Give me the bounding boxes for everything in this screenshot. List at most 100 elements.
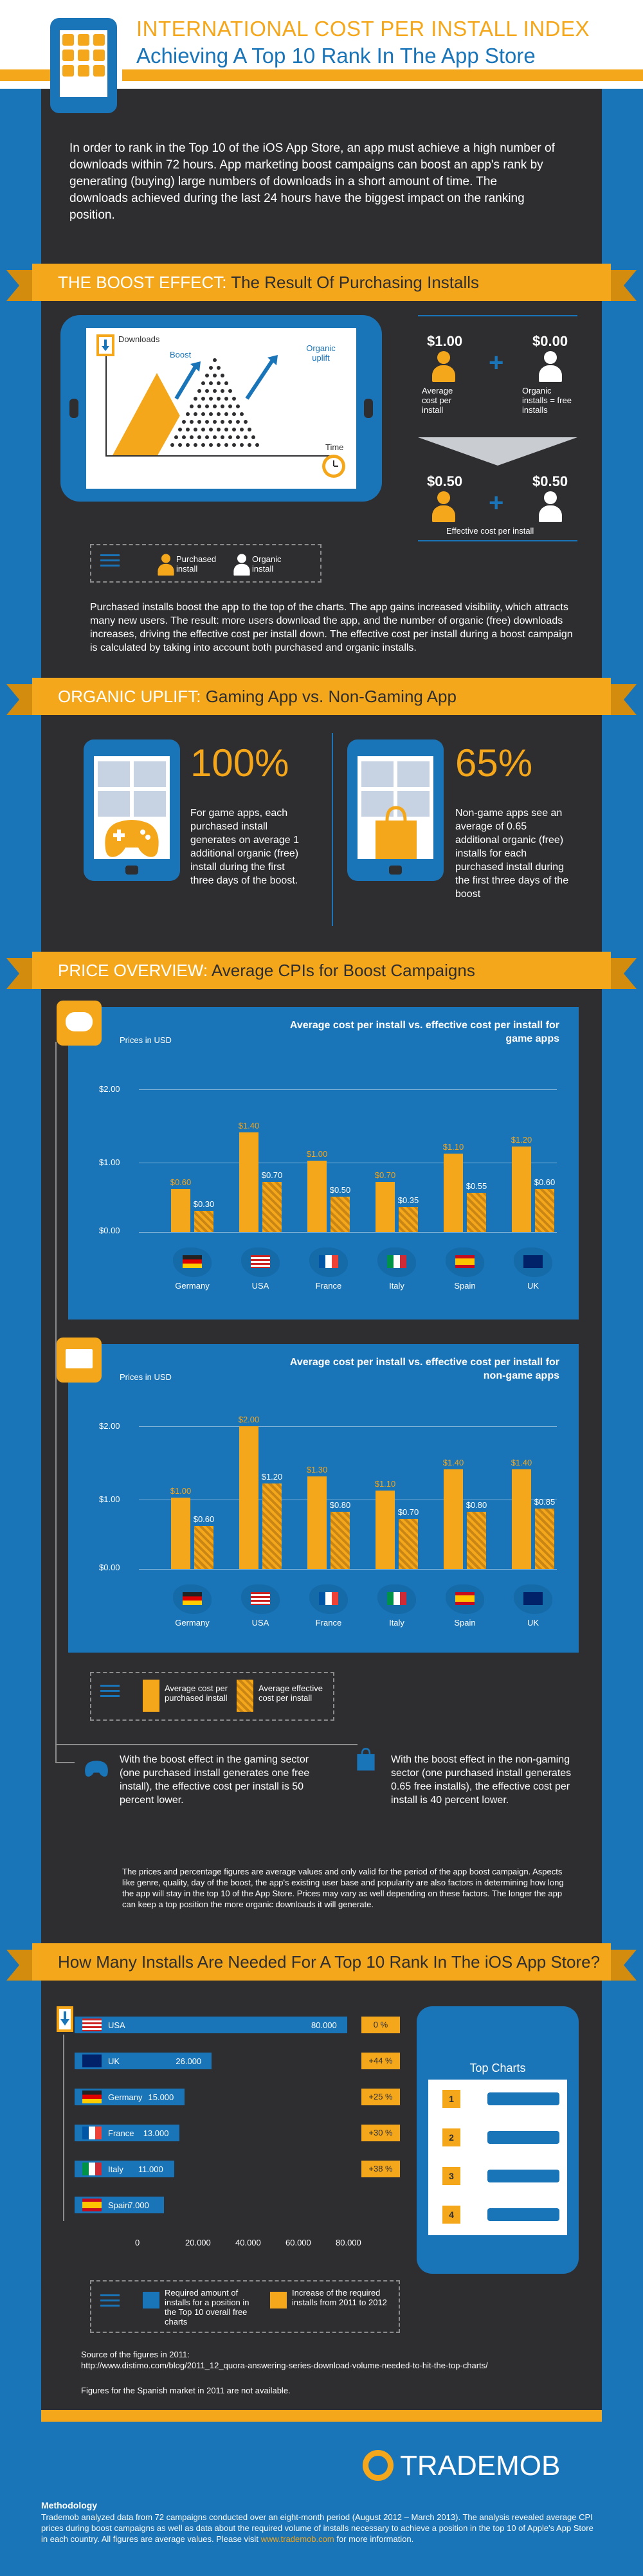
bar-germany-average — [171, 1498, 190, 1569]
connector-line-left-end — [55, 1762, 75, 1763]
installs-legend: Required amount of installs for a positi… — [90, 2280, 400, 2333]
bar-usa-average — [239, 1132, 258, 1232]
game-ytick-1: $1.00 — [99, 1157, 120, 1167]
bar-france-effective — [331, 1512, 350, 1569]
bar-label-france-average: $1.30 — [306, 1464, 328, 1474]
bar-uk-effective — [535, 1189, 554, 1232]
gamepad-icon — [105, 820, 159, 857]
bar-label-italy-average: $1.10 — [374, 1478, 396, 1489]
bar-france-average — [307, 1161, 327, 1232]
game-boost-note: With the boost effect in the gaming sect… — [120, 1754, 310, 1806]
cost-divider-bottom — [418, 540, 577, 541]
bar-italy-effective — [399, 1207, 418, 1232]
source-url[interactable]: http://www.distimo.com/blog/2011_12_quor… — [81, 2361, 488, 2370]
trademob-logo-icon — [363, 2450, 394, 2481]
nongame-chart-ylabel: Prices in USD — [120, 1372, 172, 1382]
eff-cost-label: Effective cost per install — [446, 526, 534, 536]
price-banner-em: PRICE OVERVIEW: — [58, 961, 208, 980]
flag-uk-icon — [523, 1592, 543, 1605]
footer: TRADEMOB Methodology Trademob analyzed d… — [0, 2410, 643, 2576]
installs-flag-spain-icon — [82, 2199, 102, 2211]
bar-france-average — [307, 1476, 327, 1569]
bag-small-icon — [357, 1748, 375, 1771]
boost-pyramid-chart — [96, 334, 345, 478]
game-phone — [84, 739, 180, 881]
bar-label-uk-effective: $0.60 — [534, 1177, 556, 1188]
installs-country-germany: Germany — [108, 2092, 143, 2102]
legend-eff-label: Average effective cost per install — [258, 1683, 323, 1703]
installs-value-spain: 7.000 — [128, 2200, 149, 2210]
organic-banner-rest: Gaming App vs. Non-Gaming App — [201, 687, 457, 706]
country-label-spain: Spain — [454, 1618, 476, 1628]
bar-spain-effective — [467, 1512, 486, 1569]
downloads-label: Downloads — [118, 334, 160, 344]
flag-italy-icon — [387, 1592, 406, 1605]
intro-text: In order to rank in the Top 10 of the iO… — [69, 141, 555, 222]
price-banner: PRICE OVERVIEW: Average CPIs for Boost C… — [6, 952, 637, 989]
price-paid: $1.00 — [427, 333, 463, 349]
nongame-ytick-2: $2.00 — [99, 1421, 120, 1431]
installs-bar-usa — [75, 2017, 347, 2033]
price-free: $0.00 — [532, 333, 568, 349]
installs-value-uk: 26.000 — [176, 2056, 202, 2066]
trademob-link[interactable]: www.trademob.com — [260, 2534, 334, 2544]
country-label-usa: USA — [251, 1618, 269, 1628]
installs-banner: How Many Installs Are Needed For A Top 1… — [6, 1943, 637, 1981]
game-chart-gamepad-icon — [57, 1001, 102, 1046]
page-title: INTERNATIONAL COST PER INSTALL INDEX — [136, 17, 590, 41]
legend-increase-swatch — [270, 2292, 287, 2308]
plus-icon: + — [489, 349, 504, 377]
paid-person-icon — [431, 351, 457, 383]
bar-italy-average — [376, 1490, 395, 1569]
cost-divider-top — [418, 315, 577, 316]
top-charts-title: Top Charts — [428, 2055, 567, 2081]
installs-increase-italy: +38 % — [361, 2161, 400, 2177]
bar-label-spain-average: $1.10 — [442, 1141, 464, 1152]
installs-country-uk: UK — [108, 2056, 120, 2066]
download-icon — [57, 2006, 73, 2032]
top-charts-num-3: 3 — [442, 2167, 460, 2185]
game-ytick-2: $2.00 — [99, 1084, 120, 1094]
country-label-spain: Spain — [454, 1281, 476, 1291]
legend-increase-label: Increase of the required installs from 2… — [292, 2288, 387, 2307]
legend-organic: Organic install — [252, 554, 282, 574]
installs-flag-germany-icon — [82, 2091, 102, 2103]
game-uplift-text: For game apps, each purchased install ge… — [190, 808, 300, 886]
bar-label-germany-effective: $0.60 — [193, 1514, 215, 1525]
nongame-cpi-chart: Average cost per install vs. effective c… — [68, 1344, 579, 1653]
trademob-logo-text: TRADEMOB — [400, 2450, 561, 2481]
installs-banner-text: How Many Installs Are Needed For A Top 1… — [58, 1952, 601, 1972]
country-label-italy: Italy — [389, 1281, 404, 1291]
bar-uk-effective — [535, 1508, 554, 1569]
flag-france-icon — [319, 1255, 338, 1268]
organic-person-icon — [233, 554, 251, 577]
bar-label-uk-average: $1.20 — [511, 1134, 532, 1145]
installs-flag-uk-icon — [82, 2054, 102, 2067]
installs-country-france: France — [108, 2128, 134, 2138]
flag-spain-icon — [455, 1255, 475, 1268]
organic-separator — [332, 733, 333, 926]
connector-line-horizontal — [55, 1744, 358, 1745]
bar-germany-effective — [194, 1526, 213, 1569]
bar-spain-effective — [467, 1192, 486, 1232]
header-stripe-right — [122, 69, 643, 81]
bar-label-uk-effective: $0.85 — [534, 1496, 556, 1507]
organic-free-label: Organic installs = free installs — [522, 386, 572, 415]
price-legend: Average cost per purchased install Avera… — [90, 1672, 334, 1721]
legend-required-label: Required amount of installs for a positi… — [165, 2288, 249, 2327]
eff-free-person-icon — [538, 491, 563, 523]
installs-flag-italy-icon — [82, 2163, 102, 2175]
bar-label-germany-average: $1.00 — [170, 1486, 192, 1496]
boost-banner-rest: The Result Of Purchasing Installs — [226, 273, 480, 292]
installs-increase-germany: +25 % — [361, 2089, 400, 2105]
boost-banner: THE BOOST EFFECT: The Result Of Purchasi… — [6, 264, 637, 301]
nongame-percent: 65% — [455, 741, 533, 785]
bar-france-effective — [331, 1196, 350, 1232]
bar-italy-effective — [399, 1519, 418, 1569]
bar-uk-average — [512, 1146, 531, 1232]
nongame-ytick-0: $0.00 — [99, 1563, 120, 1572]
installs-increase-usa: 0 % — [361, 2017, 400, 2033]
boost-tablet: Downloads Boost Organic uplift Time — [60, 315, 382, 502]
installs-increase-uk: +44 % — [361, 2053, 400, 2069]
page-subtitle: Achieving A Top 10 Rank In The App Store — [136, 44, 536, 68]
